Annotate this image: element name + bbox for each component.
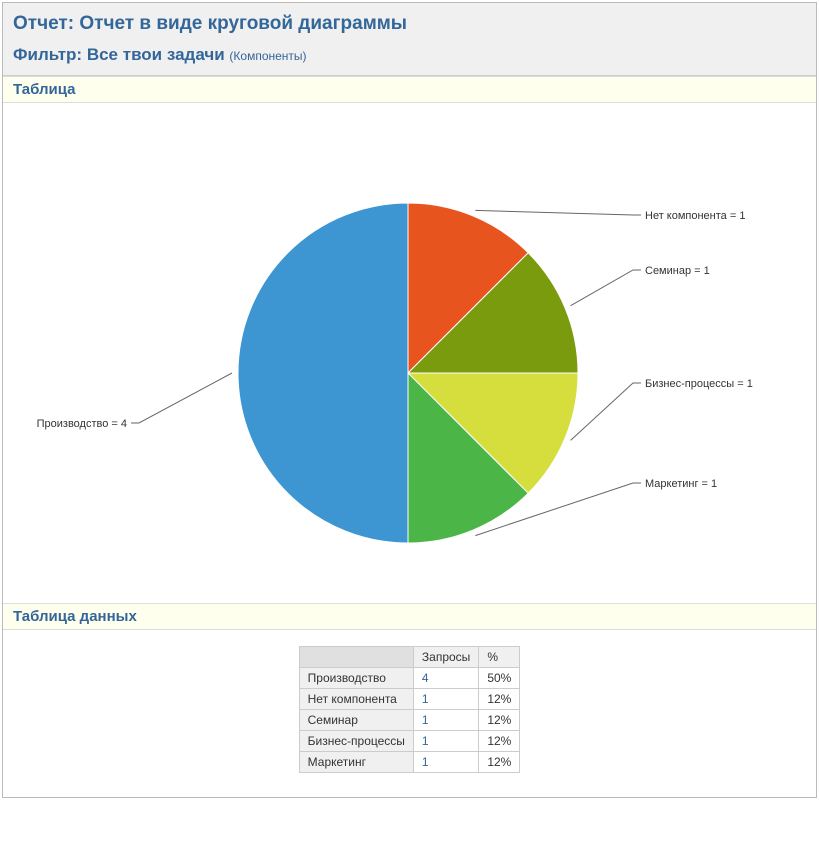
pie-chart-svg: Нет компонента = 1 Семинар = 1 Бизнес-проц… bbox=[3, 103, 816, 603]
table-header: Запросы bbox=[413, 647, 478, 668]
table-cell-name: Производство bbox=[299, 668, 413, 689]
table-cell-count: 4 bbox=[413, 668, 478, 689]
table-row: Маркетинг 1 12% bbox=[299, 752, 520, 773]
filter-suffix: (Компоненты) bbox=[229, 49, 306, 63]
table-cell-name: Семинар bbox=[299, 710, 413, 731]
filter-name: Все твои задачи bbox=[87, 45, 225, 64]
report-title: Отчет: Отчет в виде круговой диаграммы bbox=[13, 13, 806, 35]
table-cell-pct: 12% bbox=[479, 752, 520, 773]
count-link[interactable]: 1 bbox=[422, 734, 429, 748]
report-name: Отчет в виде круговой диаграммы bbox=[79, 13, 407, 34]
table-cell-count: 1 bbox=[413, 689, 478, 710]
pie-slice-label: Семинар = 1 bbox=[645, 265, 710, 277]
table-row: Семинар 1 12% bbox=[299, 710, 520, 731]
table-row: Нет компонента 1 12% bbox=[299, 689, 520, 710]
count-link[interactable]: 1 bbox=[422, 755, 429, 769]
table-header: % bbox=[479, 647, 520, 668]
table-row: Производство 4 50% bbox=[299, 668, 520, 689]
table-cell-pct: 12% bbox=[479, 731, 520, 752]
filter-title: Фильтр: Все твои задачи (Компоненты) bbox=[13, 45, 806, 65]
table-cell-count: 1 bbox=[413, 752, 478, 773]
section-table-title: Таблица данных bbox=[3, 603, 816, 630]
count-link[interactable]: 4 bbox=[422, 671, 429, 685]
table-cell-pct: 12% bbox=[479, 710, 520, 731]
table-cell-name: Нет компонента bbox=[299, 689, 413, 710]
pie-chart: Нет компонента = 1 Семинар = 1 Бизнес-проц… bbox=[3, 103, 816, 603]
table-cell-pct: 12% bbox=[479, 689, 520, 710]
count-link[interactable]: 1 bbox=[422, 713, 429, 727]
pie-slice-label: Бизнес-процессы = 1 bbox=[645, 378, 753, 390]
pie-slice-label: Маркетинг = 1 bbox=[645, 478, 717, 490]
report-label: Отчет: bbox=[13, 13, 74, 34]
table-cell-name: Маркетинг bbox=[299, 752, 413, 773]
data-table-wrap: Запросы% Производство 4 50% Нет компонента 1 1… bbox=[3, 630, 816, 797]
table-header bbox=[299, 647, 413, 668]
filter-label: Фильтр: bbox=[13, 45, 82, 64]
data-table: Запросы% Производство 4 50% Нет компонента 1 1… bbox=[299, 646, 521, 773]
report-panel: Отчет: Отчет в виде круговой диаграммы Ф… bbox=[2, 2, 817, 798]
section-chart-title: Таблица bbox=[3, 76, 816, 103]
pie-slice-label: Нет компонента = 1 bbox=[645, 210, 745, 222]
table-cell-count: 1 bbox=[413, 710, 478, 731]
table-cell-name: Бизнес-процессы bbox=[299, 731, 413, 752]
table-cell-pct: 50% bbox=[479, 668, 520, 689]
report-header: Отчет: Отчет в виде круговой диаграммы Ф… bbox=[3, 3, 816, 76]
count-link[interactable]: 1 bbox=[422, 692, 429, 706]
pie-slice-label: Производство = 4 bbox=[37, 418, 127, 430]
table-cell-count: 1 bbox=[413, 731, 478, 752]
table-row: Бизнес-процессы 1 12% bbox=[299, 731, 520, 752]
